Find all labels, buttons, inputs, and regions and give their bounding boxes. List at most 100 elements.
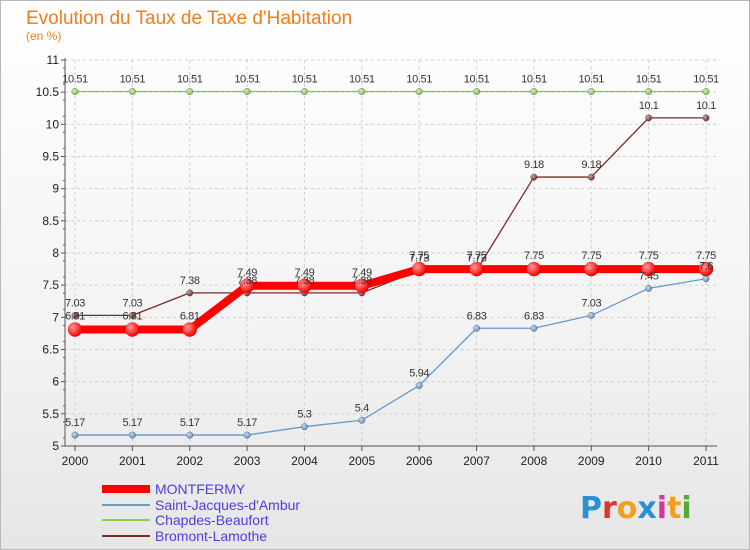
data-point-shade bbox=[645, 114, 652, 122]
data-label: 7.75 bbox=[524, 250, 544, 262]
data-point-shade bbox=[530, 173, 538, 181]
data-label: 5.94 bbox=[409, 368, 429, 380]
data-label: 10.1 bbox=[696, 100, 716, 112]
series-bromont-lamothe bbox=[71, 114, 710, 319]
data-label: 7.03 bbox=[122, 297, 142, 309]
data-point-shade bbox=[243, 431, 251, 439]
data-label: 7.75 bbox=[581, 250, 601, 262]
data-label: 7.45 bbox=[639, 270, 659, 282]
legend-item: MONTFERMY bbox=[102, 481, 246, 497]
logo-letter: i bbox=[681, 491, 691, 526]
y-tick-label: 7 bbox=[52, 310, 59, 324]
data-point-shade bbox=[588, 88, 595, 95]
data-label: 10.51 bbox=[62, 74, 88, 86]
series-line bbox=[75, 117, 706, 317]
legend-item: Chapdes-Beaufort bbox=[102, 512, 269, 528]
data-label: 7.38 bbox=[180, 275, 200, 287]
data-label: 7.03 bbox=[65, 297, 85, 309]
data-point-shade bbox=[182, 322, 197, 337]
data-label: 10.1 bbox=[639, 100, 659, 112]
data-label: 6.83 bbox=[467, 310, 487, 322]
data-label: 7.73 bbox=[467, 252, 487, 264]
legend-label: Saint-Jacques-d'Ambur bbox=[155, 497, 300, 513]
data-label: 6.81 bbox=[65, 311, 85, 323]
chart-title: Evolution du Taux de Taxe d'Habitation bbox=[26, 8, 352, 29]
legend-label: MONTFERMY bbox=[155, 481, 246, 497]
data-point-shade bbox=[301, 88, 308, 95]
y-tick-label: 10.5 bbox=[36, 85, 60, 99]
y-tick-label: 9.5 bbox=[42, 150, 59, 164]
data-point-shade bbox=[469, 262, 484, 277]
data-label: 7.49 bbox=[237, 267, 257, 279]
data-label: 10.51 bbox=[349, 74, 375, 86]
x-tick-label: 2000 bbox=[62, 454, 89, 468]
data-label: 10.51 bbox=[292, 74, 318, 86]
data-point-shade bbox=[129, 312, 136, 319]
data-point-shade bbox=[588, 173, 595, 181]
x-tick-label: 2004 bbox=[291, 454, 318, 468]
data-point-shade bbox=[71, 312, 79, 319]
grid bbox=[65, 59, 717, 447]
y-tick-label: 8 bbox=[52, 246, 59, 260]
series-group bbox=[67, 88, 714, 439]
data-point-shade bbox=[412, 262, 427, 277]
data-label: 6.81 bbox=[180, 311, 200, 323]
data-point-shade bbox=[702, 275, 710, 282]
y-tick-label: 6 bbox=[52, 375, 59, 389]
data-point-shade bbox=[415, 88, 423, 95]
data-label: 10.51 bbox=[120, 74, 146, 86]
series-line bbox=[75, 265, 706, 334]
data-point-shade bbox=[186, 431, 193, 439]
data-point-shade bbox=[240, 278, 255, 293]
data-point-shade bbox=[702, 88, 710, 95]
data-label: 7.49 bbox=[295, 267, 315, 279]
y-tick-label: 5 bbox=[52, 439, 59, 453]
x-tick-label: 2003 bbox=[234, 454, 261, 468]
data-point-shade bbox=[415, 382, 423, 389]
data-point-shade bbox=[699, 262, 713, 277]
data-label: 7.73 bbox=[409, 252, 429, 264]
y-tick-label: 9 bbox=[52, 182, 59, 196]
data-label: 5.4 bbox=[355, 402, 369, 414]
data-point-shade bbox=[354, 278, 369, 293]
x-tick-label: 2010 bbox=[635, 454, 662, 468]
data-point-shade bbox=[68, 322, 82, 337]
data-point-shade bbox=[645, 285, 652, 292]
y-tick-label: 7.5 bbox=[42, 278, 59, 292]
legend-item: Saint-Jacques-d'Ambur bbox=[102, 497, 300, 513]
data-label: 7.75 bbox=[409, 250, 429, 262]
series-chapdes-beaufort bbox=[71, 88, 710, 95]
logo-letter: i bbox=[657, 491, 667, 526]
data-label: 7.75 bbox=[467, 250, 487, 262]
data-label: 10.51 bbox=[521, 74, 547, 86]
data-label: 6.83 bbox=[524, 310, 544, 322]
data-point-shade bbox=[129, 431, 136, 439]
data-point-shade bbox=[530, 325, 538, 332]
axes: 5 5.5 6 6.5 7 7.5 8 8.5 9 9.5 10 10.5 11 2000 2001 2002… bbox=[36, 53, 720, 468]
data-label: 10.51 bbox=[579, 74, 605, 86]
data-point-shade bbox=[243, 88, 251, 95]
data-point-shade bbox=[125, 322, 140, 337]
data-point-shade bbox=[301, 423, 308, 430]
y-tick-label: 10 bbox=[46, 117, 60, 131]
data-point-shade bbox=[71, 88, 79, 95]
data-label: 6.81 bbox=[122, 311, 142, 323]
y-tick-label: 11 bbox=[47, 53, 60, 67]
logo-letter: P bbox=[580, 491, 602, 526]
data-label: 7.38 bbox=[352, 275, 372, 287]
y-tick-label: 8.5 bbox=[42, 214, 59, 228]
x-tick-label: 2008 bbox=[521, 454, 548, 468]
data-label: 10.51 bbox=[464, 74, 490, 86]
data-label: 10.51 bbox=[693, 74, 719, 86]
data-point-shade bbox=[297, 278, 312, 293]
data-point-shade bbox=[526, 262, 541, 277]
data-point-shade bbox=[588, 312, 595, 319]
data-label: 7.75 bbox=[639, 250, 659, 262]
data-point-shade bbox=[358, 88, 366, 95]
data-point-shade bbox=[702, 114, 710, 122]
data-point-shade bbox=[645, 88, 652, 95]
data-point-shade bbox=[584, 262, 599, 277]
legend-label: Chapdes-Beaufort bbox=[155, 512, 269, 528]
legend: MONTFERMYSaint-Jacques-d'AmburChapdes-Be… bbox=[102, 481, 300, 544]
